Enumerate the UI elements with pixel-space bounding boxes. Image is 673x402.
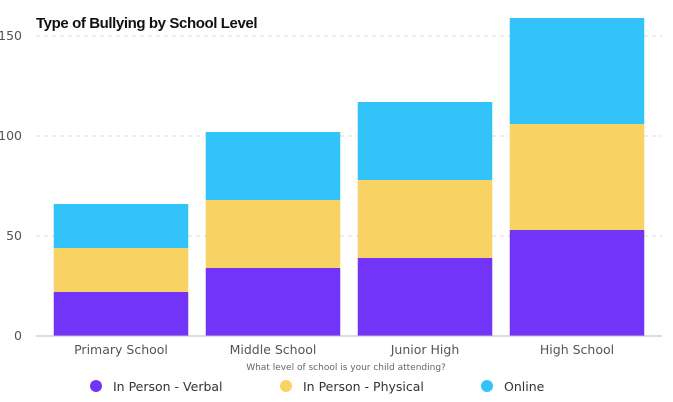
bars	[53, 18, 645, 336]
bar-junior-high-in-person-verbal[interactable]	[357, 258, 493, 336]
legend-item-in-person-verbal[interactable]: In Person - Verbal	[90, 379, 223, 394]
legend-label: In Person - Physical	[303, 379, 424, 394]
x-category-label: High School	[540, 342, 614, 357]
chart-title: Type of Bullying by School Level	[36, 15, 257, 32]
bar-middle-school-online[interactable]	[205, 132, 341, 200]
legend-item-in-person-physical[interactable]: In Person - Physical	[280, 379, 424, 394]
legend-swatch	[280, 380, 292, 392]
x-axis-categories: Primary School Middle School Junior High Hi…	[74, 342, 614, 357]
bar-middle-school-in-person-verbal[interactable]	[205, 268, 341, 336]
bar-primary-school-in-person-verbal[interactable]	[53, 292, 189, 336]
y-tick-label: 0	[14, 328, 22, 343]
bar-high-school-online[interactable]	[509, 18, 645, 124]
legend-label: Online	[504, 379, 545, 394]
bar-high-school-in-person-verbal[interactable]	[509, 230, 645, 336]
bar-primary-school-online[interactable]	[53, 204, 189, 248]
y-tick-label: 150	[0, 28, 22, 43]
legend-swatch	[90, 380, 102, 392]
bar-primary-school-in-person-physical[interactable]	[53, 248, 189, 292]
bar-junior-high-online[interactable]	[357, 102, 493, 180]
legend[interactable]: In Person - Verbal In Person - Physical On…	[90, 379, 545, 394]
bar-junior-high-in-person-physical[interactable]	[357, 180, 493, 258]
x-category-label: Primary School	[74, 342, 168, 357]
legend-item-online[interactable]: Online	[481, 379, 545, 394]
legend-swatch	[481, 380, 493, 392]
y-axis-ticks: 0 50 100 150	[0, 28, 22, 343]
x-category-label: Middle School	[230, 342, 317, 357]
x-category-label: Junior High	[390, 342, 460, 357]
y-tick-label: 50	[6, 228, 22, 243]
bar-middle-school-in-person-physical[interactable]	[205, 200, 341, 268]
x-axis-label: What level of school is your child atten…	[246, 363, 446, 373]
y-tick-label: 100	[0, 128, 22, 143]
bar-high-school-in-person-physical[interactable]	[509, 124, 645, 230]
legend-label: In Person - Verbal	[113, 379, 223, 394]
